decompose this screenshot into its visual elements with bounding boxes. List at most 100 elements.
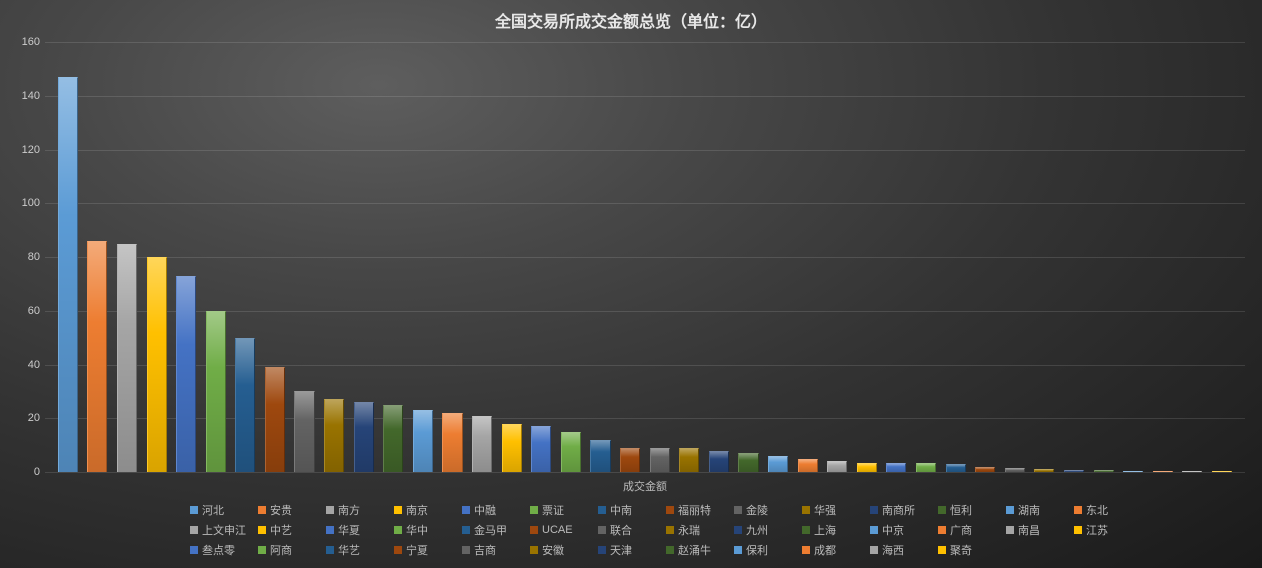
legend-item: 金陵 bbox=[734, 502, 790, 518]
bar bbox=[442, 413, 462, 472]
bar-wrap bbox=[1089, 42, 1119, 472]
bar-wrap bbox=[112, 42, 142, 472]
legend-label: 保利 bbox=[746, 542, 768, 558]
bar-wrap bbox=[586, 42, 616, 472]
y-tick-label: 20 bbox=[0, 412, 40, 424]
bar bbox=[916, 463, 936, 472]
y-tick-label: 0 bbox=[0, 466, 40, 478]
legend-item: 中艺 bbox=[258, 522, 314, 538]
legend-label: 华夏 bbox=[338, 522, 360, 538]
legend-item: 宁夏 bbox=[394, 542, 450, 558]
bar bbox=[886, 463, 906, 472]
legend-swatch bbox=[258, 506, 266, 514]
legend-label: 中南 bbox=[610, 502, 632, 518]
bar-wrap bbox=[941, 42, 971, 472]
legend-swatch bbox=[870, 506, 878, 514]
x-axis-label: 成交金额 bbox=[45, 478, 1245, 494]
legend-label: 中融 bbox=[474, 502, 496, 518]
y-tick-label: 100 bbox=[0, 197, 40, 209]
bar-wrap bbox=[734, 42, 764, 472]
legend-label: 华艺 bbox=[338, 542, 360, 558]
bar-wrap bbox=[467, 42, 497, 472]
legend-swatch bbox=[666, 546, 674, 554]
legend-swatch bbox=[598, 526, 606, 534]
bar bbox=[147, 257, 167, 472]
legend-swatch bbox=[530, 506, 538, 514]
legend-item: 联合 bbox=[598, 522, 654, 538]
legend-item: 恒利 bbox=[938, 502, 994, 518]
legend-label: 福丽特 bbox=[678, 502, 711, 518]
bar-wrap bbox=[615, 42, 645, 472]
legend-item: 南昌 bbox=[1006, 522, 1062, 538]
legend-label: 宁夏 bbox=[406, 542, 428, 558]
legend-label: 广商 bbox=[950, 522, 972, 538]
legend-label: 南方 bbox=[338, 502, 360, 518]
legend-swatch bbox=[598, 506, 606, 514]
bar bbox=[827, 461, 847, 472]
legend-swatch bbox=[326, 506, 334, 514]
legend: 河北安贵南方南京中融票证中南福丽特金陵华强南商所恒利湖南东北上文申江中艺华夏华中… bbox=[190, 502, 1142, 558]
bar bbox=[738, 453, 758, 472]
plot-area: 成交金额 bbox=[45, 42, 1245, 472]
bar-wrap bbox=[201, 42, 231, 472]
legend-label: 江苏 bbox=[1086, 522, 1108, 538]
bar-wrap bbox=[83, 42, 113, 472]
legend-swatch bbox=[394, 506, 402, 514]
legend-label: 上文申江 bbox=[202, 522, 246, 538]
legend-item: 上海 bbox=[802, 522, 858, 538]
bar-wrap bbox=[882, 42, 912, 472]
legend-item: 湖南 bbox=[1006, 502, 1062, 518]
legend-item: 赵涌牛 bbox=[666, 542, 722, 558]
bar-wrap bbox=[53, 42, 83, 472]
legend-swatch bbox=[938, 546, 946, 554]
legend-item: 天津 bbox=[598, 542, 654, 558]
bar-wrap bbox=[645, 42, 675, 472]
legend-swatch bbox=[734, 546, 742, 554]
legend-label: 安徽 bbox=[542, 542, 564, 558]
legend-label: 金马甲 bbox=[474, 522, 507, 538]
y-tick-label: 80 bbox=[0, 251, 40, 263]
legend-label: 阿商 bbox=[270, 542, 292, 558]
bar bbox=[235, 338, 255, 472]
legend-label: 南商所 bbox=[882, 502, 915, 518]
legend-item: 华夏 bbox=[326, 522, 382, 538]
legend-label: 海西 bbox=[882, 542, 904, 558]
legend-swatch bbox=[666, 506, 674, 514]
bar bbox=[324, 399, 344, 472]
bar bbox=[206, 311, 226, 472]
legend-swatch bbox=[734, 526, 742, 534]
bar bbox=[561, 432, 581, 472]
legend-swatch bbox=[190, 526, 198, 534]
legend-item: 聚奇 bbox=[938, 542, 994, 558]
legend-item: 叁点零 bbox=[190, 542, 246, 558]
legend-item: 华艺 bbox=[326, 542, 382, 558]
legend-swatch bbox=[870, 526, 878, 534]
legend-label: 聚奇 bbox=[950, 542, 972, 558]
bar bbox=[975, 467, 995, 472]
legend-swatch bbox=[258, 546, 266, 554]
bar bbox=[1034, 469, 1054, 472]
legend-swatch bbox=[394, 526, 402, 534]
legend-label: 东北 bbox=[1086, 502, 1108, 518]
legend-item: 安徽 bbox=[530, 542, 586, 558]
legend-label: 联合 bbox=[610, 522, 632, 538]
bar bbox=[650, 448, 670, 472]
bar bbox=[531, 426, 551, 472]
bar-wrap bbox=[231, 42, 261, 472]
bar bbox=[354, 402, 374, 472]
legend-swatch bbox=[802, 506, 810, 514]
legend-item: 阿商 bbox=[258, 542, 314, 558]
legend-swatch bbox=[530, 546, 538, 554]
legend-item: 成都 bbox=[802, 542, 858, 558]
bar-wrap bbox=[970, 42, 1000, 472]
legend-swatch bbox=[258, 526, 266, 534]
legend-label: 中艺 bbox=[270, 522, 292, 538]
bar bbox=[58, 77, 78, 472]
bar bbox=[857, 463, 877, 472]
bar bbox=[1094, 470, 1114, 472]
bar-wrap bbox=[527, 42, 557, 472]
bar-wrap bbox=[1207, 42, 1237, 472]
legend-swatch bbox=[190, 506, 198, 514]
bar bbox=[87, 241, 107, 472]
bar bbox=[472, 416, 492, 472]
